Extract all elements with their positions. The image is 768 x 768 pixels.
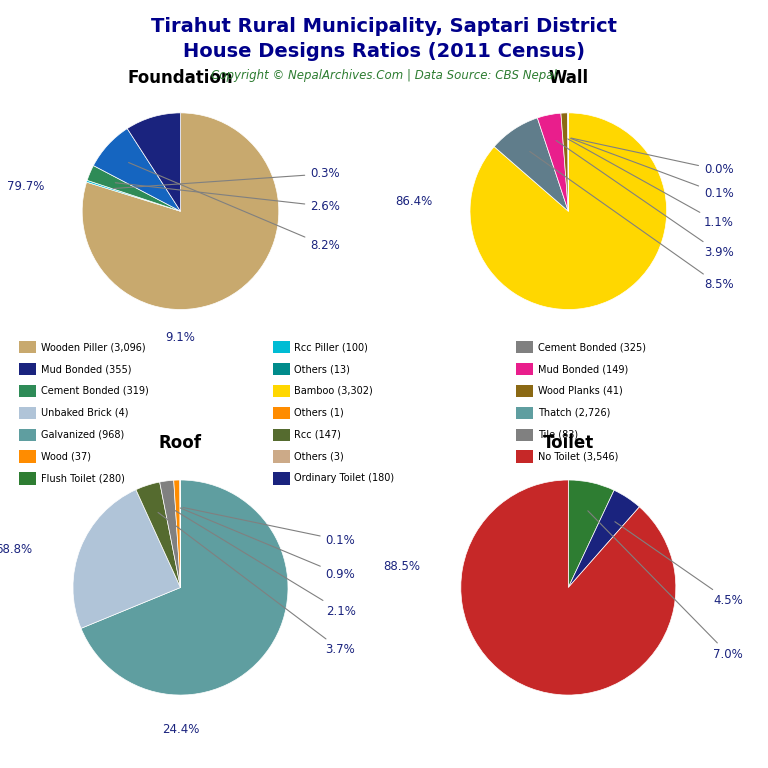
Wedge shape [87, 180, 180, 211]
Text: House Designs Ratios (2011 Census): House Designs Ratios (2011 Census) [183, 42, 585, 61]
Title: Toilet: Toilet [543, 434, 594, 452]
Wedge shape [94, 128, 180, 211]
Wedge shape [568, 480, 614, 588]
Text: 0.1%: 0.1% [571, 138, 733, 200]
Title: Foundation: Foundation [127, 69, 233, 87]
Text: 0.9%: 0.9% [180, 508, 356, 581]
Text: Rcc (147): Rcc (147) [294, 429, 341, 440]
Text: Mud Bonded (355): Mud Bonded (355) [41, 364, 131, 374]
Text: 0.1%: 0.1% [183, 508, 356, 547]
Text: 4.5%: 4.5% [615, 521, 743, 607]
Text: 2.1%: 2.1% [173, 509, 356, 617]
Text: Others (1): Others (1) [294, 408, 344, 418]
Text: Thatch (2,726): Thatch (2,726) [538, 408, 610, 418]
Wedge shape [81, 480, 288, 695]
Text: Unbaked Brick (4): Unbaked Brick (4) [41, 408, 128, 418]
Text: Cement Bonded (319): Cement Bonded (319) [41, 386, 148, 396]
Text: Rcc Piller (100): Rcc Piller (100) [294, 342, 368, 353]
Text: Bamboo (3,302): Bamboo (3,302) [294, 386, 373, 396]
Wedge shape [561, 113, 568, 211]
Text: Flush Toilet (280): Flush Toilet (280) [41, 473, 124, 484]
Text: 3.9%: 3.9% [556, 141, 733, 259]
Text: Ordinary Toilet (180): Ordinary Toilet (180) [294, 473, 394, 484]
Text: 0.3%: 0.3% [113, 167, 340, 188]
Text: Tile (83): Tile (83) [538, 429, 578, 440]
Wedge shape [160, 480, 180, 588]
Title: Wall: Wall [548, 69, 588, 87]
Text: 24.4%: 24.4% [162, 723, 199, 736]
Text: Galvanized (968): Galvanized (968) [41, 429, 124, 440]
Text: 8.5%: 8.5% [530, 151, 733, 291]
Text: No Toilet (3,546): No Toilet (3,546) [538, 452, 618, 462]
Text: Wooden Piller (3,096): Wooden Piller (3,096) [41, 342, 145, 353]
Text: 86.4%: 86.4% [396, 195, 432, 208]
Text: Tirahut Rural Municipality, Saptari District: Tirahut Rural Municipality, Saptari Dist… [151, 17, 617, 36]
Wedge shape [174, 480, 180, 588]
Text: 8.2%: 8.2% [128, 163, 340, 252]
Title: Roof: Roof [159, 434, 202, 452]
Wedge shape [568, 490, 640, 588]
Text: 79.7%: 79.7% [8, 180, 45, 193]
Wedge shape [73, 490, 180, 628]
Text: 1.1%: 1.1% [568, 139, 734, 230]
Text: 7.0%: 7.0% [588, 511, 743, 660]
Text: 9.1%: 9.1% [166, 330, 195, 343]
Wedge shape [494, 118, 568, 211]
Wedge shape [461, 480, 676, 695]
Text: Wood (37): Wood (37) [41, 452, 91, 462]
Wedge shape [127, 113, 180, 211]
Text: 88.5%: 88.5% [383, 560, 420, 572]
Wedge shape [538, 113, 568, 211]
Text: 0.0%: 0.0% [571, 138, 733, 177]
Wedge shape [136, 482, 180, 588]
Text: Cement Bonded (325): Cement Bonded (325) [538, 342, 646, 353]
Text: 3.7%: 3.7% [158, 512, 356, 657]
Text: Mud Bonded (149): Mud Bonded (149) [538, 364, 628, 374]
Wedge shape [82, 113, 279, 310]
Text: 2.6%: 2.6% [115, 183, 340, 213]
Wedge shape [470, 113, 667, 310]
Wedge shape [87, 166, 180, 211]
Text: 68.8%: 68.8% [0, 544, 32, 556]
Text: Wood Planks (41): Wood Planks (41) [538, 386, 622, 396]
Text: Others (3): Others (3) [294, 452, 344, 462]
Text: Others (13): Others (13) [294, 364, 350, 374]
Text: Copyright © NepalArchives.Com | Data Source: CBS Nepal: Copyright © NepalArchives.Com | Data Sou… [211, 69, 557, 82]
